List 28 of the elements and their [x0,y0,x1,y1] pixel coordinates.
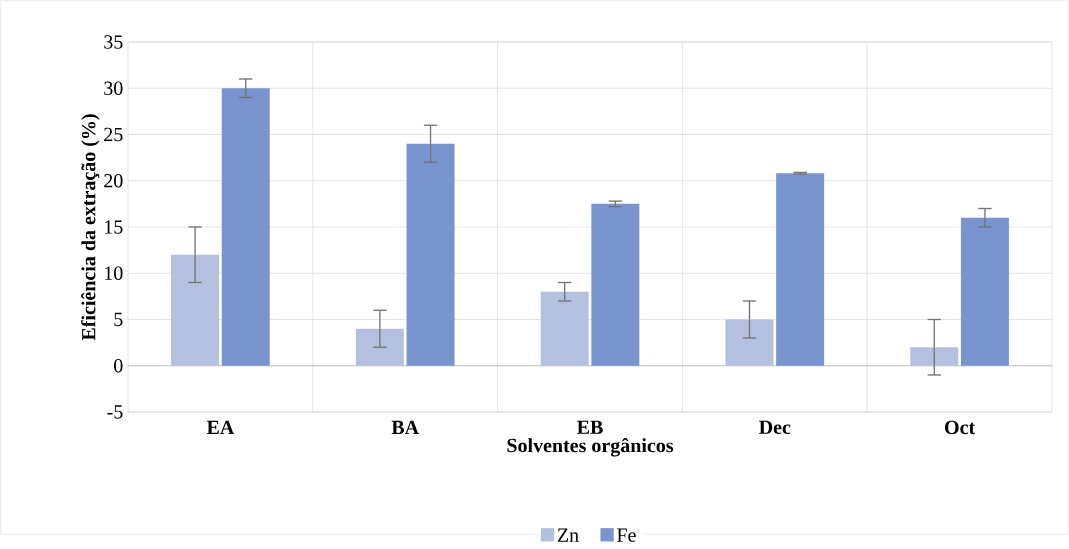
x-tick-label: EA [206,420,235,434]
y-tick-label: 25 [104,127,123,142]
x-tick-label: Oct [945,420,976,435]
legend-label: Zn [557,528,579,542]
y-tick-label: 5 [114,312,123,327]
y-tick-label: 30 [104,81,123,95]
bar [355,328,404,366]
bar [406,143,455,366]
y-axis-title: Eficiência da extração (%) [81,114,100,341]
y-tick-label: 10 [105,266,123,280]
legend-label: Fe [617,528,636,542]
bar [540,291,589,366]
bar [725,319,774,366]
x-tick-label: EB [577,420,603,434]
bar [960,217,1009,366]
bar [591,203,640,366]
x-tick-label: BA [391,420,419,434]
y-tick-label: -5 [107,405,123,419]
x-axis-title: Solventes orgânicos [507,437,674,457]
bar [776,173,825,366]
bar [221,88,270,366]
y-tick-label: 0 [114,358,123,373]
bar [910,347,959,366]
y-tick-label: 20 [104,174,123,188]
x-tick-label: Dec [759,420,791,434]
y-tick-label: 15 [105,220,123,234]
y-tick-label: 35 [104,35,123,49]
bar [171,254,220,366]
